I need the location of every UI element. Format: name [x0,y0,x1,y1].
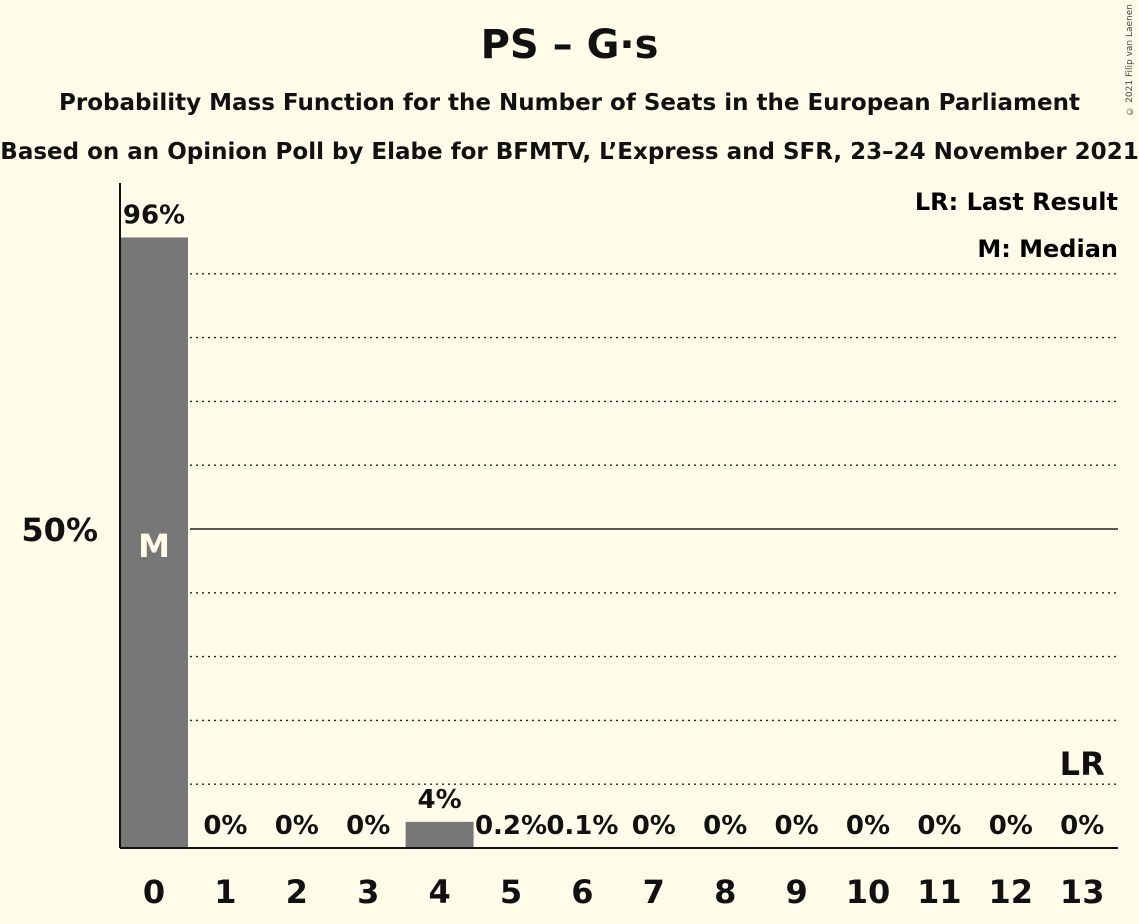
chart-title: PS – G·s [480,22,659,68]
x-tick-label: 0 [143,873,165,911]
value-label: 0% [846,811,890,841]
x-tick-label: 5 [500,873,522,911]
x-tick-label: 6 [571,873,593,911]
bar-seat-4 [405,821,474,848]
value-label: 0% [275,811,319,841]
x-tick-label: 8 [714,873,736,911]
x-tick-label: 2 [286,873,308,911]
value-label: 0% [703,811,747,841]
median-marker: M [138,527,170,565]
value-labels: 96% 0% 0% 0% 4% 0.2% 0.1% 0% 0% 0% 0% 0% 0% 0% M LR [123,200,1105,841]
chart-source: Based on an Opinion Poll by Elabe for BF… [0,139,1139,165]
value-label: 0% [775,811,819,841]
x-tick-label: 12 [989,873,1034,911]
chart-subtitle: Probability Mass Function for the Number… [59,90,1080,116]
x-tick-label: 9 [785,873,807,911]
value-label: 0.2% [475,811,547,841]
value-label: 0% [989,811,1033,841]
x-tick-label: 11 [917,873,962,911]
bars [120,237,474,848]
bar-seat-0 [120,237,188,848]
x-tick-label: 7 [643,873,665,911]
value-label: 0% [203,811,247,841]
value-label: 0.1% [546,811,618,841]
x-tick-label: 1 [214,873,236,911]
value-label: 0% [346,811,390,841]
y-tick-label: 50% [21,511,98,549]
axes: 50%0 1 2 3 4 5 6 7 8 9 10 11 12 13 [21,183,1118,911]
value-label: 4% [418,785,462,815]
value-label: 96% [123,200,185,230]
value-label: 0% [1060,811,1104,841]
x-tick-label: 4 [428,873,450,911]
x-tick-label: 3 [357,873,379,911]
gridlines [190,273,1118,785]
x-tick-label: 10 [846,873,891,911]
value-label: 0% [917,811,961,841]
legend-last-result: LR: Last Result [915,188,1118,216]
last-result-marker: LR [1060,745,1105,783]
value-label: 0% [632,811,676,841]
x-tick-label: 13 [1060,873,1105,911]
legend-median: M: Median [977,235,1118,263]
